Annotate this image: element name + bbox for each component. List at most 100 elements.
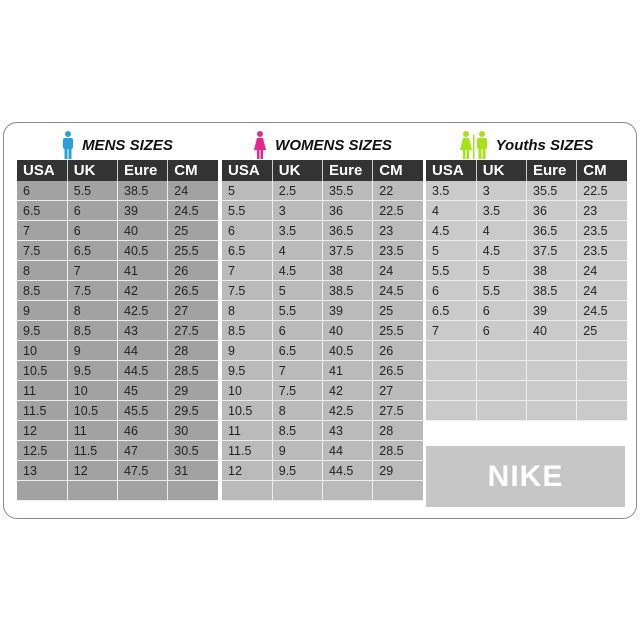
table-row — [17, 480, 218, 501]
size-cell — [526, 360, 578, 381]
size-cell: 10 — [67, 380, 119, 401]
size-cell: 7 — [67, 260, 119, 281]
size-cell: 26 — [372, 340, 423, 361]
size-cell: 9.5 — [67, 360, 119, 381]
size-cell: 26.5 — [167, 280, 218, 301]
size-cell: 44 — [117, 340, 169, 361]
size-cell: 6 — [426, 280, 477, 301]
size-cell: 38 — [322, 260, 374, 281]
womens-title-text: WOMENS SIZES — [275, 136, 392, 154]
size-cell: 7 — [272, 360, 324, 381]
table-row: 10 9 44 28 — [17, 340, 218, 361]
size-cell: 40.5 — [117, 240, 169, 261]
size-cell: 44 — [322, 440, 374, 461]
table-row: 5 2.5 35.5 22 — [222, 181, 423, 201]
mens-size-table: USA UK Eure CM 6 5.5 38.5 24 6.5 6 39 24.5 7 6 40 25 7.5… — [17, 160, 218, 501]
size-cell — [426, 400, 477, 421]
size-cell: 27.5 — [167, 320, 218, 341]
table-row: 12.5 11.5 47 30.5 — [17, 440, 218, 461]
size-cell: 11.5 — [222, 440, 273, 461]
size-cell: 11 — [17, 380, 68, 401]
size-cell: 9 — [272, 440, 324, 461]
size-cell: 28.5 — [167, 360, 218, 381]
size-cell: 3.5 — [426, 181, 477, 201]
table-row: 10.5 9.5 44.5 28.5 — [17, 360, 218, 381]
size-cell: 9 — [222, 340, 273, 361]
size-cell: 45.5 — [117, 400, 169, 421]
size-cell: 37.5 — [322, 240, 374, 261]
size-cell: 4.5 — [426, 220, 477, 241]
size-cell: 5.5 — [67, 181, 119, 201]
table-row: 7 4.5 38 24 — [222, 260, 423, 281]
size-cell: 6.5 — [17, 200, 68, 221]
table-row: 6 3.5 36.5 23 — [222, 220, 423, 241]
size-cell: 43 — [322, 420, 374, 441]
table-row: 6 5.5 38.5 24 — [17, 181, 218, 201]
size-cell: 25 — [576, 320, 627, 341]
column-header: USA — [17, 160, 68, 181]
size-cell: 13 — [17, 460, 68, 481]
table-row: 7.5 5 38.5 24.5 — [222, 280, 423, 301]
mens-sizes-title: MENS SIZES — [17, 131, 218, 159]
size-cell: 36 — [322, 200, 374, 221]
size-cell: 9.5 — [222, 360, 273, 381]
size-cell — [576, 340, 627, 361]
size-cell: 6 — [222, 220, 273, 241]
size-cell: 47.5 — [117, 460, 169, 481]
table-row: 8 7 41 26 — [17, 260, 218, 281]
table-row: 7 6 40 25 — [426, 320, 627, 341]
size-cell: 23.5 — [576, 240, 627, 261]
womens-size-table: USA UK Eure CM 5 2.5 35.5 22 5.5 3 36 22.5 6 3.5 36.5 2… — [222, 160, 423, 501]
size-cell — [526, 400, 578, 421]
size-cell: 23 — [372, 220, 423, 241]
size-cell: 12 — [67, 460, 119, 481]
size-cell: 23 — [576, 200, 627, 221]
column-header: CM — [167, 160, 218, 181]
table-row — [426, 380, 627, 401]
table-row: 7 6 40 25 — [17, 220, 218, 241]
size-cell: 10 — [17, 340, 68, 361]
table-row: 10.5 8 42.5 27.5 — [222, 400, 423, 421]
size-cell: 3.5 — [272, 220, 324, 241]
table-row — [426, 340, 627, 361]
size-cell: 8 — [67, 300, 119, 321]
size-cell: 6 — [476, 300, 528, 321]
size-cell: 43 — [117, 320, 169, 341]
column-header: UK — [476, 160, 528, 181]
size-cell — [222, 480, 273, 501]
size-cell: 41 — [117, 260, 169, 281]
column-header: UK — [67, 160, 119, 181]
size-cell: 28 — [372, 420, 423, 441]
size-cell: 26 — [167, 260, 218, 281]
mens-title-text: MENS SIZES — [82, 136, 173, 154]
size-cell: 4 — [476, 220, 528, 241]
size-cell: 5 — [476, 260, 528, 281]
column-header: Eure — [322, 160, 374, 181]
size-cell: 9 — [67, 340, 119, 361]
size-cell: 39 — [117, 200, 169, 221]
size-cell: 5 — [426, 240, 477, 261]
table-row: 5.5 5 38 24 — [426, 260, 627, 281]
size-cell: 4 — [272, 240, 324, 261]
size-cell: 6.5 — [426, 300, 477, 321]
table-row: 10 7.5 42 27 — [222, 380, 423, 401]
column-header: UK — [272, 160, 324, 181]
size-cell: 44.5 — [117, 360, 169, 381]
table-row — [426, 400, 627, 421]
womens-sizes-title: WOMENS SIZES — [222, 131, 423, 159]
size-cell: 6 — [272, 320, 324, 341]
size-cell: 9.5 — [17, 320, 68, 341]
youths-title-text: Youths SIZES — [495, 136, 594, 154]
column-header: CM — [576, 160, 627, 181]
size-cell: 9.5 — [272, 460, 324, 481]
size-cell: 40 — [526, 320, 578, 341]
table-row: 11 10 45 29 — [17, 380, 218, 401]
column-header: USA — [222, 160, 273, 181]
size-cell — [476, 380, 528, 401]
size-cell: 39 — [526, 300, 578, 321]
size-cell: 4.5 — [476, 240, 528, 261]
table-row — [222, 480, 423, 501]
size-cell: 42.5 — [322, 400, 374, 421]
size-cell: 38.5 — [117, 181, 169, 201]
mens-sizes-section: MENS SIZES USA UK Eure CM 6 5.5 38.5 24 6.5 6 39 24… — [17, 131, 218, 501]
